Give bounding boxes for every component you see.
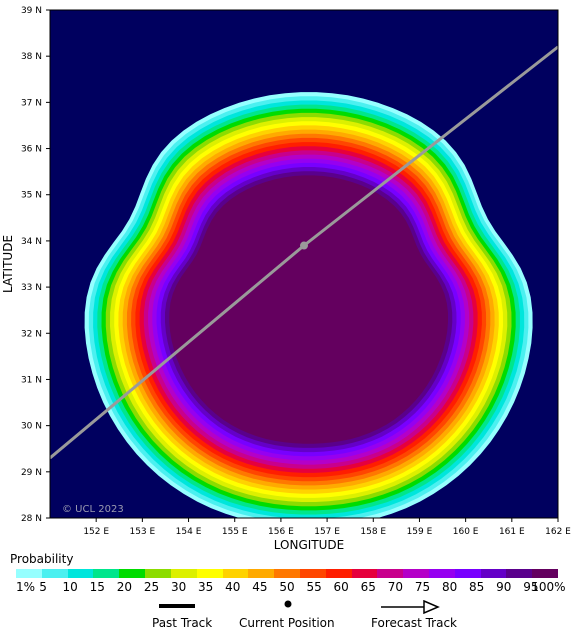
- legend-swatch: [454, 569, 481, 578]
- watermark: © UCL 2023: [62, 504, 124, 515]
- lat-tick-label: 33 N: [21, 283, 42, 293]
- probability-band: [169, 175, 448, 444]
- legend-swatch: [377, 569, 404, 578]
- longitude-ticks: 152 E 153 E 154 E 155 E 156 E 157 E 158 E 159 E…: [83, 518, 571, 537]
- legend-label: 20: [116, 580, 133, 594]
- lat-tick-label: 35 N: [21, 191, 42, 201]
- legend-swatch: [480, 569, 507, 578]
- probability-contours: [84, 92, 533, 518]
- lat-tick-label: 34 N: [21, 237, 42, 247]
- past-track-symbol: [159, 604, 195, 608]
- lat-tick-label: 37 N: [21, 98, 42, 108]
- lon-tick-label: 159 E: [407, 527, 433, 537]
- current-position-marker: [300, 241, 308, 250]
- legend-swatch: [67, 569, 94, 578]
- lon-tick-label: 162 E: [545, 527, 571, 537]
- legend-swatch: [222, 569, 249, 578]
- legend-swatch: [351, 569, 378, 578]
- legend-swatch: [325, 569, 352, 578]
- lon-tick-label: 153 E: [129, 527, 155, 537]
- legend-label: 1%: [16, 580, 36, 594]
- legend-swatch: [274, 569, 300, 578]
- lat-tick-label: 36 N: [21, 145, 42, 155]
- forecast-track-line: [303, 45, 558, 247]
- legend-label: 80: [441, 580, 458, 594]
- legend-label: 50: [279, 580, 295, 594]
- lon-tick-label: 157 E: [314, 527, 340, 537]
- lat-tick-label: 32 N: [21, 329, 42, 339]
- legend-swatch: [196, 569, 223, 578]
- legend-swatch: [119, 569, 146, 578]
- legend-label: 15: [89, 580, 105, 594]
- lat-tick-label: 38 N: [21, 52, 42, 62]
- legend-label: 45: [252, 580, 268, 594]
- plot-frame: [49, 9, 559, 519]
- x-axis-title: LONGITUDE: [274, 538, 344, 550]
- lon-tick-label: 154 E: [176, 527, 202, 537]
- latitude-ticks: 39 N 38 N 37 N 36 N 35 N 34 N 33 N 32 N 31 N 30 N…: [21, 6, 50, 524]
- legend-swatch: [41, 569, 68, 578]
- legend-label: 30: [170, 580, 187, 594]
- legend-label: 55: [306, 580, 322, 594]
- legend-swatch: [429, 569, 455, 578]
- legend-swatch: [248, 569, 275, 578]
- legend-label: 35: [198, 580, 214, 594]
- legend-label: 90: [496, 580, 512, 594]
- legend-label: 10: [62, 580, 78, 594]
- current-position-label: Current Position: [239, 616, 335, 630]
- lon-tick-label: 158 E: [360, 527, 386, 537]
- legend-label: 85: [469, 580, 485, 594]
- lat-tick-label: 31 N: [21, 375, 42, 385]
- track-layer: [50, 45, 558, 460]
- legend-label: 40: [225, 580, 241, 594]
- legend-label: 100%: [531, 580, 566, 594]
- legend-swatch: [532, 569, 559, 578]
- lat-tick-label: 28 N: [21, 514, 42, 524]
- legend-swatch: [506, 569, 533, 578]
- forecast-track-label: Forecast Track: [371, 616, 457, 630]
- probability-map: © UCL 2023 152 E 153 E 154 E 155 E 156 E 157 …: [1, 6, 571, 550]
- legend-label: 25: [143, 580, 160, 594]
- lon-tick-label: 160 E: [453, 527, 479, 537]
- lon-tick-label: 161 E: [499, 527, 525, 537]
- lon-tick-label: 156 E: [268, 527, 294, 537]
- current-position-symbol: [284, 600, 292, 608]
- legend-label: 5: [39, 580, 47, 594]
- probability-color-bar: [16, 569, 559, 578]
- legend-title: Probability: [10, 552, 74, 566]
- legend-label: 60: [333, 580, 349, 594]
- lat-tick-label: 39 N: [21, 6, 42, 16]
- legend-swatch: [16, 569, 42, 578]
- probability-labels: 1% 5 10 15 20 25 30 35 40 45 50 55 60 65 70 75 80 85 90 95 1…: [0, 580, 580, 594]
- legend-swatch: [93, 569, 120, 578]
- y-axis-title: LATITUDE: [1, 235, 15, 293]
- lon-tick-label: 152 E: [83, 527, 109, 537]
- lat-tick-label: 29 N: [21, 468, 42, 478]
- legend-label: 65: [360, 580, 376, 594]
- legend-swatch: [299, 569, 326, 578]
- forecast-track-symbol: [381, 600, 440, 614]
- legend-swatch: [403, 569, 429, 578]
- legend-label: 75: [414, 580, 431, 594]
- legend-swatch: [170, 569, 197, 578]
- past-track-line: [50, 244, 305, 460]
- legend-label: 70: [387, 580, 404, 594]
- lon-tick-label: 155 E: [222, 527, 248, 537]
- past-track-label: Past Track: [152, 616, 213, 630]
- legend-label: 95: [523, 580, 539, 594]
- legend-swatch: [145, 569, 171, 578]
- lat-tick-label: 30 N: [21, 422, 42, 432]
